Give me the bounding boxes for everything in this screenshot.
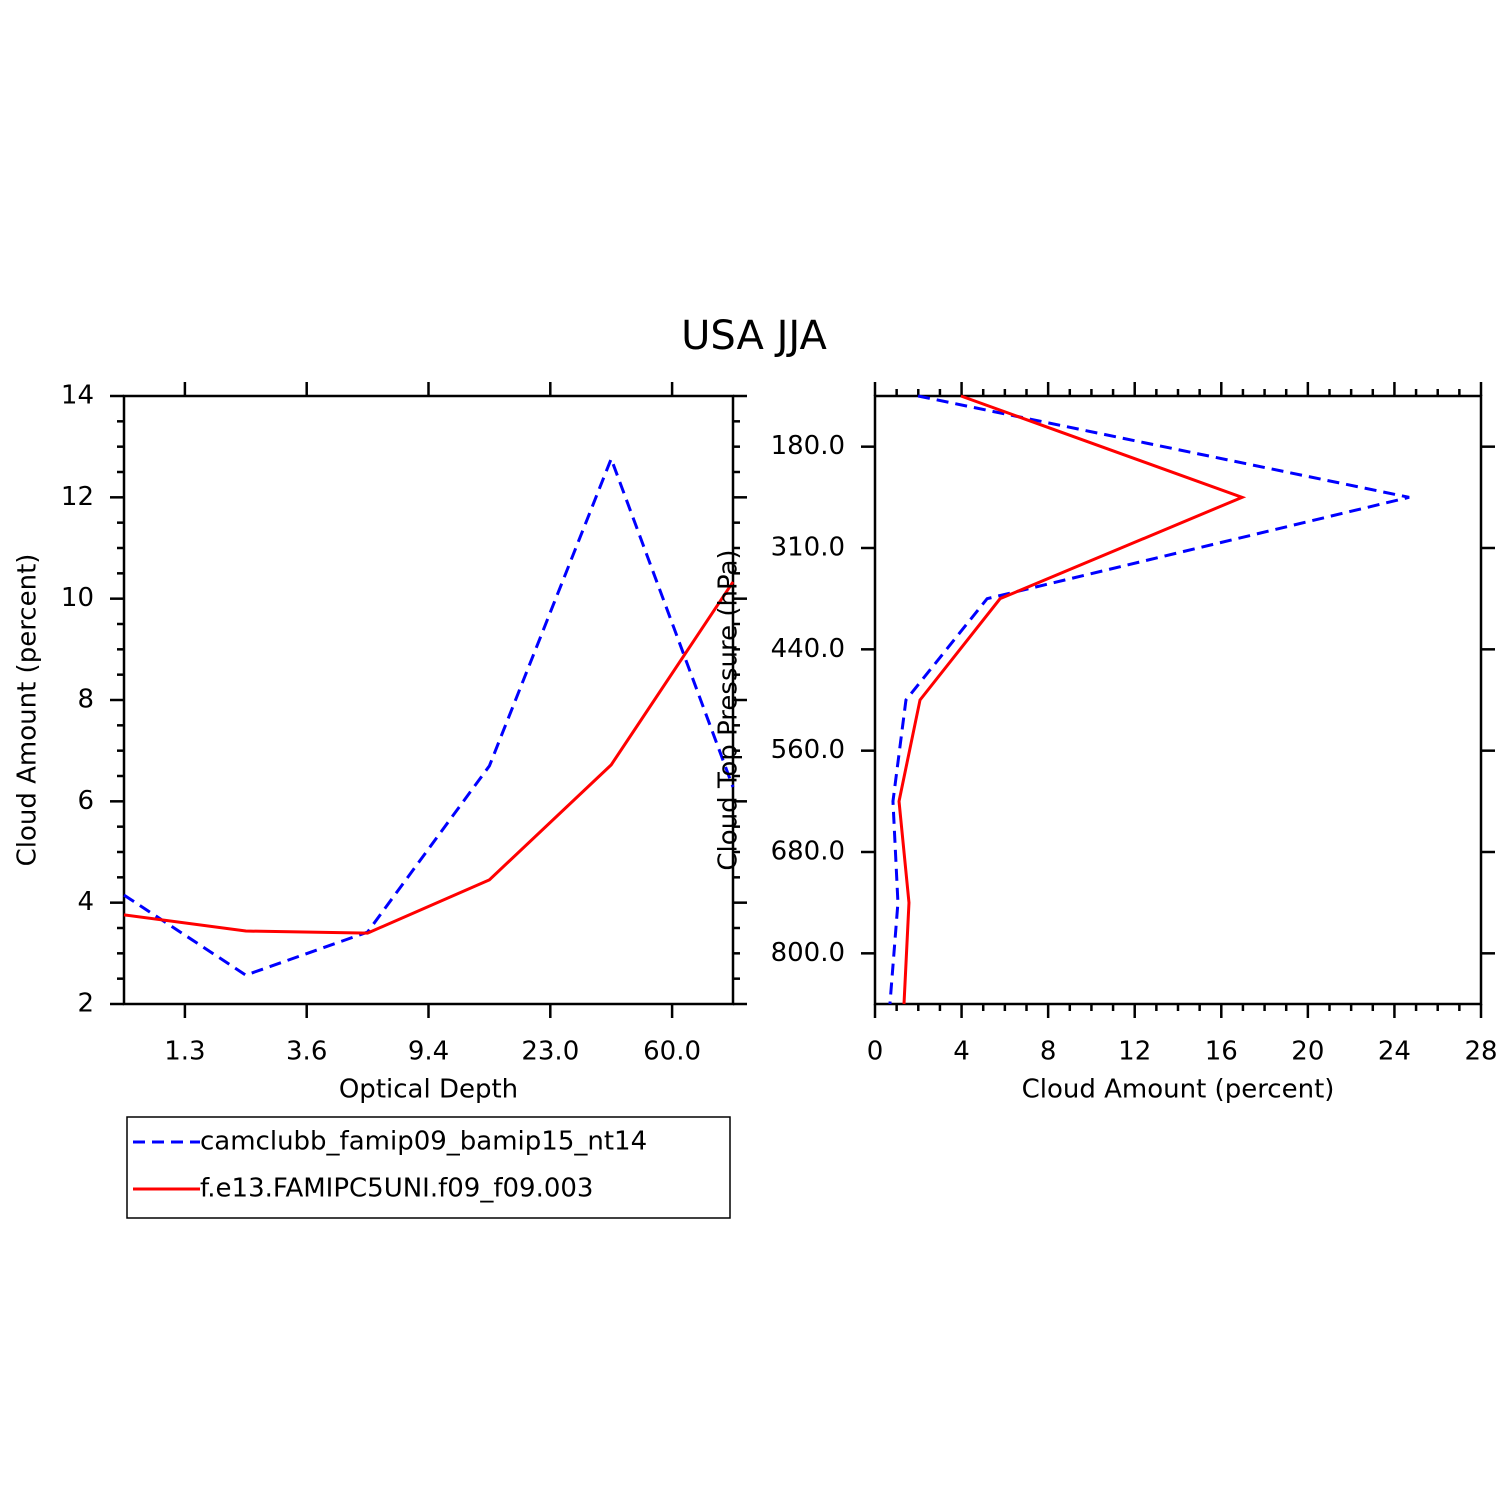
x-tick-label: 1.3 — [164, 1037, 205, 1067]
x-tick-label: 3.6 — [286, 1037, 327, 1067]
series-line — [888, 394, 1410, 1005]
x-tick-label: 4 — [953, 1037, 970, 1067]
y-tick-label: 560.0 — [771, 735, 845, 765]
figure-title: USA JJA — [681, 313, 827, 359]
y-axis-label: Cloud Amount (percent) — [13, 554, 43, 867]
series-line — [123, 454, 735, 977]
legend-label: f.e13.FAMIPC5UNI.f09_f09.003 — [200, 1174, 593, 1204]
x-tick-label: 12 — [1118, 1037, 1151, 1067]
x-tick-label: 28 — [1464, 1037, 1497, 1067]
series-line — [123, 581, 735, 935]
y-tick-label: 180.0 — [771, 431, 845, 461]
x-tick-label: 23.0 — [521, 1037, 579, 1067]
y-tick-label: 800.0 — [771, 938, 845, 968]
series-line — [897, 394, 1247, 1005]
x-tick-label: 20 — [1291, 1037, 1324, 1067]
plot-frame — [873, 394, 1483, 1006]
legend-box — [126, 1116, 731, 1219]
legend-label: camclubb_famip09_bamip15_nt14 — [200, 1127, 647, 1157]
x-tick-label: 60.0 — [643, 1037, 701, 1067]
y-axis-label: Cloud Top Pressure (hPa) — [714, 549, 744, 870]
y-tick-label: 6 — [77, 786, 94, 816]
plot-frame — [122, 394, 735, 1006]
y-tick-label: 4 — [77, 887, 94, 917]
x-tick-label: 24 — [1378, 1037, 1411, 1067]
y-tick-label: 14 — [61, 381, 94, 411]
x-tick-label: 8 — [1040, 1037, 1057, 1067]
y-tick-label: 440.0 — [771, 634, 845, 664]
x-axis-label: Optical Depth — [339, 1075, 518, 1105]
y-tick-label: 2 — [77, 989, 94, 1019]
x-tick-label: 9.4 — [408, 1037, 449, 1067]
x-axis-label: Cloud Amount (percent) — [1022, 1075, 1335, 1105]
y-tick-label: 12 — [61, 482, 94, 512]
x-tick-label: 0 — [867, 1037, 884, 1067]
y-tick-label: 680.0 — [771, 837, 845, 867]
y-tick-label: 8 — [77, 685, 94, 715]
y-tick-label: 310.0 — [771, 533, 845, 563]
x-tick-label: 16 — [1205, 1037, 1238, 1067]
y-tick-label: 10 — [61, 583, 94, 613]
